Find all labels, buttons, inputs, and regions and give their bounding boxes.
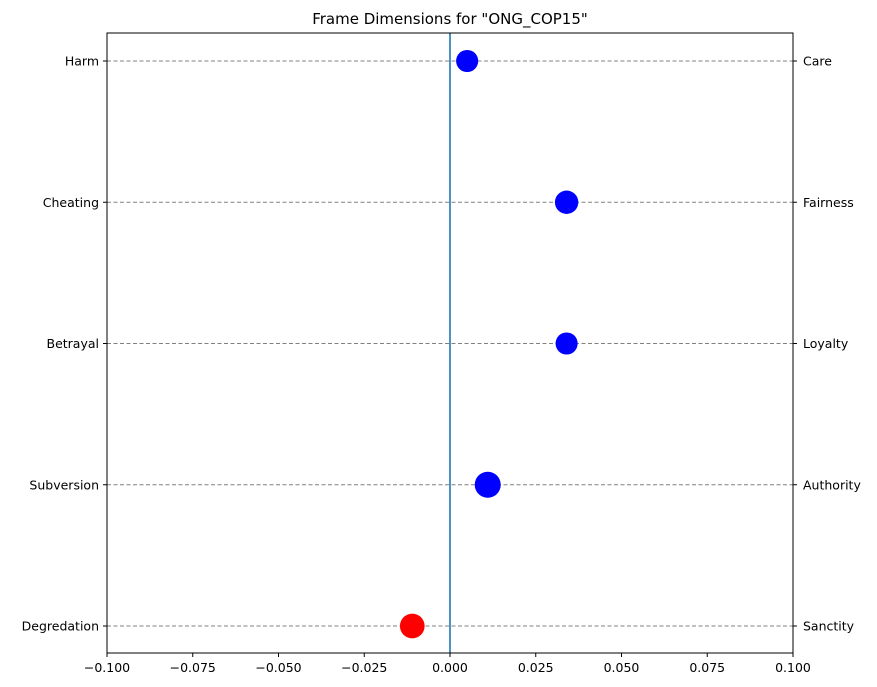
- vice-label: Degredation: [22, 619, 99, 634]
- left-axis-labels: Harm Cheating Betrayal Subversion Degredatio…: [22, 54, 107, 634]
- x-tick-label: −0.100: [84, 660, 130, 675]
- x-tick-label: 0.025: [518, 660, 554, 675]
- virtue-label: Loyalty: [803, 336, 849, 351]
- virtue-label: Sanctity: [803, 619, 855, 634]
- x-axis: −0.100 −0.075 −0.050 −0.025 0.000 0.025 0.050 0…: [84, 653, 811, 675]
- data-point: [474, 471, 501, 498]
- x-tick-label: −0.050: [255, 660, 301, 675]
- x-tick-label: 0.100: [775, 660, 811, 675]
- grid-layer: [107, 60, 793, 627]
- chart-title: Frame Dimensions for "ONG_COP15": [312, 10, 588, 29]
- vice-label: Subversion: [29, 477, 99, 492]
- vice-label: Cheating: [43, 195, 99, 210]
- points-layer: [399, 49, 579, 639]
- data-point: [399, 613, 425, 639]
- data-point: [554, 190, 579, 214]
- x-tick-label: −0.075: [170, 660, 216, 675]
- data-point: [555, 332, 578, 355]
- vice-label: Betrayal: [47, 336, 100, 351]
- data-point: [456, 49, 479, 73]
- x-tick-label: 0.000: [432, 660, 468, 675]
- x-tick-label: 0.050: [604, 660, 640, 675]
- virtue-label: Care: [803, 54, 832, 69]
- virtue-label: Fairness: [803, 195, 854, 210]
- virtue-label: Authority: [803, 477, 861, 492]
- vice-label: Harm: [65, 54, 99, 69]
- x-tick-label: −0.025: [341, 660, 387, 675]
- x-tick-label: 0.075: [689, 660, 725, 675]
- right-axis-labels: Care Fairness Loyalty Authority Sanctity: [793, 54, 861, 634]
